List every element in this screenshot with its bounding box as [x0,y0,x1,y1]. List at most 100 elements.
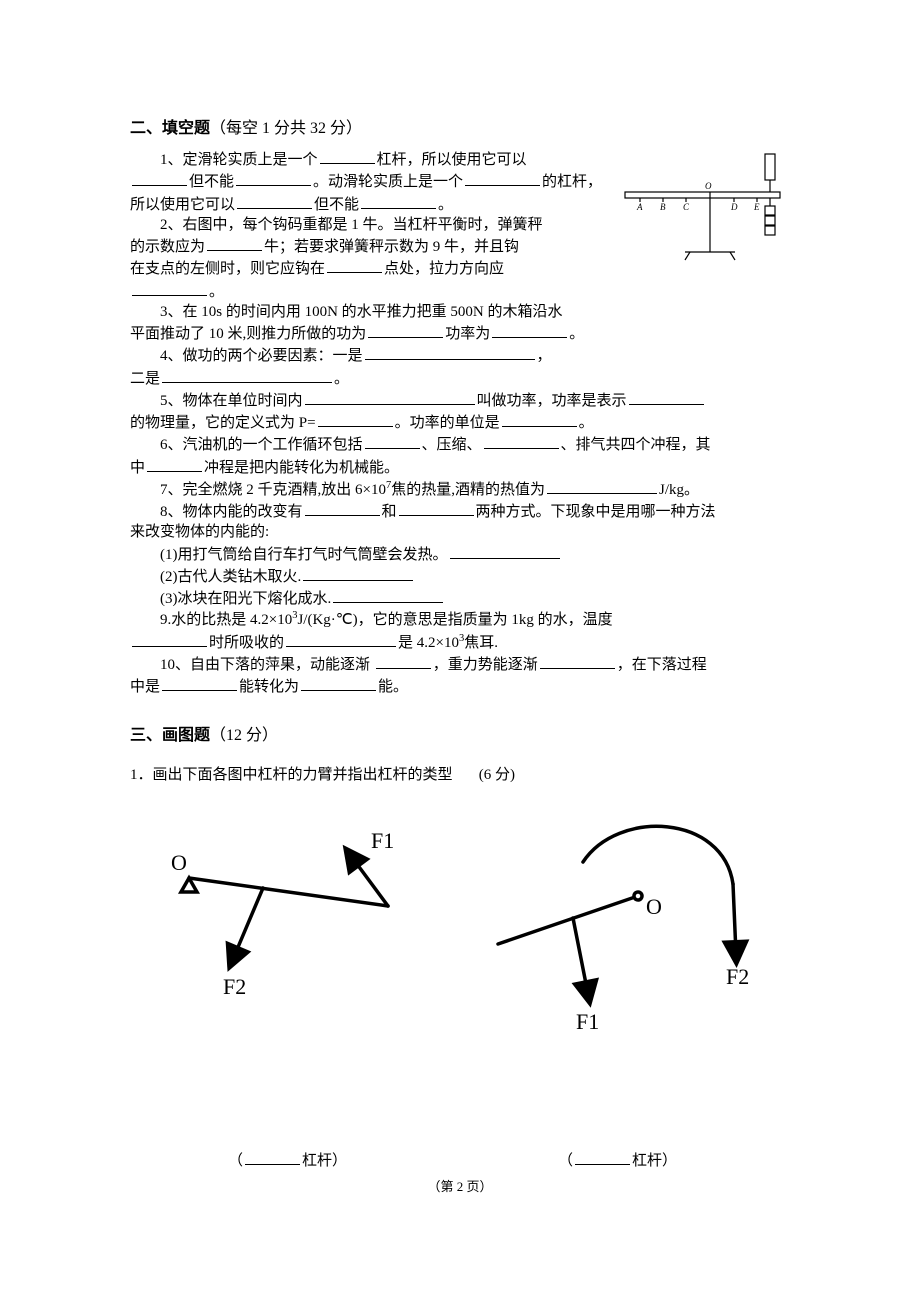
q9-a: 9.水的比热是 4.2×10 [160,612,292,628]
blank[interactable] [320,148,375,164]
blank[interactable] [365,433,420,449]
blank[interactable] [492,322,567,338]
blank[interactable] [132,280,207,296]
lever-label-C: C [683,202,690,212]
diagL-label-F1: F1 [371,828,394,853]
blank[interactable] [365,344,535,360]
q2-f: 。 [209,284,224,300]
q4-c: 二是 [130,371,160,387]
blank[interactable] [547,478,657,494]
blank[interactable] [162,367,332,383]
blank[interactable] [303,565,413,581]
blank[interactable] [465,170,540,186]
q2-e: 点处，拉力方向应 [384,261,504,277]
q7-b: 焦的热量,酒精的热值为 [391,482,545,498]
blank[interactable] [132,170,187,186]
blank[interactable] [237,193,312,209]
q8-sub2: (2)古代人类钻木取火. [130,565,790,587]
blank[interactable] [305,389,475,405]
q10-d: 中是 [130,679,160,695]
caption-post-l: 杠杆） [302,1153,347,1169]
page-footer: （第 2 页） [130,1176,790,1195]
q7-line: 7、完全燃烧 2 千克酒精,放出 6×107焦的热量,酒精的热值为J/kg。 [130,478,790,500]
section2-heading-rest: （每空 1 分共 32 分） [210,120,362,137]
caption-pre-l: （ [228,1153,243,1169]
q1-b: 杠杆，所以使用它可以 [377,152,527,168]
q3-d: 。 [569,326,584,342]
q3-line1: 3、在 10s 的时间内用 100N 的水平推力把重 500N 的木箱沿水 [130,302,790,322]
q1-g: 但不能 [314,197,359,213]
q6-line1: 6、汽油机的一个工作循环包括、压缩、、排气共四个冲程，其 [130,433,790,455]
q1-f: 所以使用它可以 [130,197,235,213]
q2-b: 的示数应为 [130,239,205,255]
blank[interactable] [399,500,474,516]
q5-e: 。 [579,415,594,431]
q2-line4: 。 [130,280,790,302]
blank[interactable] [333,587,443,603]
diagram-right-caption: （ 杠杆） [468,1149,768,1170]
blank[interactable] [484,433,559,449]
blank[interactable] [132,631,207,647]
q5-line2: 的物理量，它的定义式为 P=。功率的单位是。 [130,411,790,433]
blank[interactable] [318,411,393,427]
q8-e2: (2)古代人类钻木取火. [160,569,301,585]
fill-block: A B C O D E 1、定滑轮实质上是一个杠杆，所以使用它可以 但不能。动滑… [130,148,790,697]
blank[interactable] [236,170,311,186]
q5-line1: 5、物体在单位时间内叫做功率，功率是表示 [130,389,790,411]
blank[interactable] [327,257,382,273]
lever-diagram-left: O F1 F2 [153,814,423,1024]
draw-prompt-a: 1．画出下面各图中杠杆的力臂并指出杠杆的类型 [130,767,453,783]
blank[interactable] [575,1149,630,1165]
q1-c: 但不能 [189,174,234,190]
q8-sub1: (1)用打气筒给自行车打气时气筒壁会发热。 [130,543,790,565]
q3-b: 平面推动了 10 米,则推力所做的功为 [130,326,366,342]
draw-prompt-b: (6 分) [479,767,515,783]
diagram-left-wrap: O F1 F2 （ 杠杆） [153,814,423,1170]
q8-line2: 来改变物体的内能的: [130,522,790,542]
q3-line2: 平面推动了 10 米,则推力所做的功为功率为。 [130,322,790,344]
blank[interactable] [147,456,202,472]
lever-diagram-right: O F1 F2 [468,814,768,1044]
diagL-label-F2: F2 [223,974,246,999]
blank[interactable] [376,653,431,669]
blank[interactable] [245,1149,300,1165]
q1-d: 。动滑轮实质上是一个 [313,174,463,190]
lever-label-A: A [636,202,643,212]
q8-a: 8、物体内能的改变有 [160,504,303,520]
q4-b: ， [537,348,552,364]
section3-heading-bold: 三、画图题 [130,727,210,744]
blank[interactable] [502,411,577,427]
q6-b: 、压缩、 [422,437,482,453]
blank[interactable] [207,235,262,251]
q1-a: 1、定滑轮实质上是一个 [160,152,318,168]
q4-d: 。 [334,371,349,387]
lever-label-D: D [730,202,738,212]
caption-post-r: 杠杆） [632,1153,677,1169]
q8-e1: (1)用打气筒给自行车打气时气筒壁会发热。 [160,547,448,563]
blank[interactable] [368,322,443,338]
q10-e: 能转化为 [239,679,299,695]
blank[interactable] [162,675,237,691]
q2-c: 牛；若要求弹簧秤示数为 9 牛，并且钩 [264,239,519,255]
section2-heading-bold: 二、填空题 [130,120,210,137]
q8-b: 和 [382,504,397,520]
q4-line1: 4、做功的两个必要因素：一是， [130,344,790,366]
blank[interactable] [629,389,704,405]
q6-c: 、排气共四个冲程，其 [561,437,711,453]
lever-label-E: E [753,202,760,212]
q6-line2: 中冲程是把内能转化为机械能。 [130,456,790,478]
blank[interactable] [305,500,380,516]
q7-c: J/kg。 [659,482,699,498]
blank[interactable] [286,631,396,647]
blank[interactable] [301,675,376,691]
q4-line2: 二是 。 [130,367,790,389]
section3-heading-rest: （12 分） [210,727,278,744]
caption-pre-r: （ [558,1153,573,1169]
blank[interactable] [361,193,436,209]
blank[interactable] [540,653,615,669]
diagram-right-wrap: O F1 F2 （ 杠杆） [468,814,768,1170]
q10-b: ，重力势能逐渐 [433,657,538,673]
lever-label-O: O [705,181,712,191]
blank[interactable] [450,543,560,559]
q9-e: 焦耳. [464,635,498,651]
